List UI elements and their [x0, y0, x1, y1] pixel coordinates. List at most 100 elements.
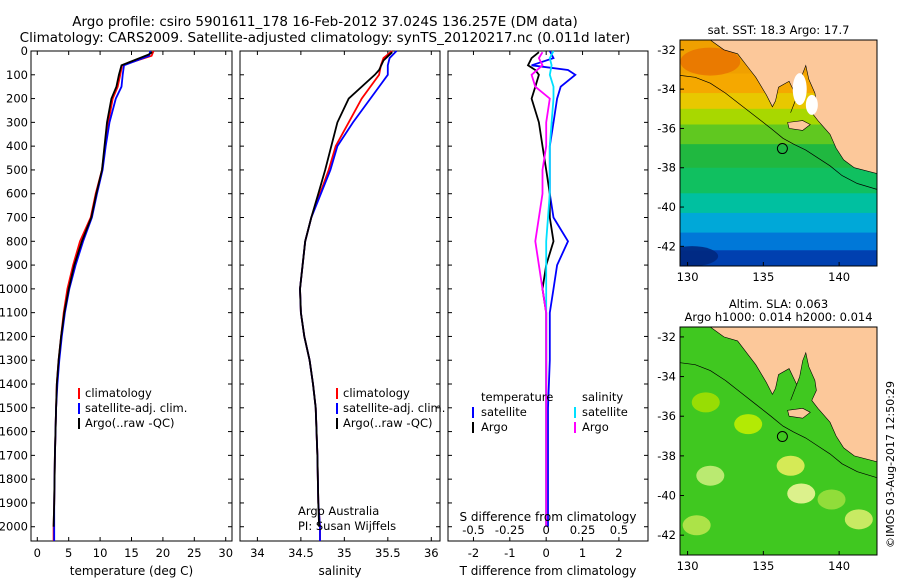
- salinity-xtick-label: 34: [250, 546, 265, 560]
- temperature-xtick-label: 15: [124, 546, 139, 560]
- sst_map-xtick-label: 130: [677, 270, 699, 284]
- sst_map-title: sat. SST: 18.3 Argo: 17.7: [708, 23, 850, 37]
- sst_map-xtick-label: 140: [828, 270, 850, 284]
- kangaroo-island: [787, 407, 811, 419]
- sla_map-frame: [679, 326, 878, 556]
- sla-blob: [787, 483, 816, 504]
- legend-label: climatology: [343, 386, 410, 400]
- sst_map-ytick-label: -32: [657, 43, 676, 57]
- bathymetry-contour: [680, 362, 877, 479]
- salinity-xtick-label: 34.5: [288, 546, 314, 560]
- sla_map-ytick-label: -40: [657, 489, 676, 503]
- depth-tick-label: 100: [6, 68, 28, 82]
- sst-warm-patch: [680, 47, 741, 76]
- sst-band: [680, 250, 877, 266]
- temperature-axes-box: [30, 50, 233, 542]
- sla-blob: [682, 515, 711, 536]
- sst-cold-patch: [680, 246, 719, 266]
- bathymetry-contour: [680, 75, 877, 190]
- sst_map-ytick-label: -36: [657, 121, 676, 135]
- depth-tick-label: 1300: [0, 353, 28, 367]
- sla_map-title: Argo h1000: 0.014 h2000: 0.014: [684, 310, 872, 324]
- sst_map-xtick-label: 135: [752, 270, 774, 284]
- sla_map-ytick-label: -36: [657, 409, 676, 423]
- series-argo-raw-qc-: [299, 51, 393, 527]
- depth-tick-label: 1600: [0, 425, 28, 439]
- legend-title-temperature: temperature: [481, 390, 553, 404]
- sla_map-field: [680, 327, 877, 555]
- temperature-xtick-label: 5: [65, 546, 72, 560]
- legend-label: satellite-adj. clim.: [85, 401, 187, 415]
- legend-title-salinity: salinity: [582, 390, 623, 404]
- sla_map-xtick-label: 135: [752, 559, 774, 573]
- depth-tick-label: 1800: [0, 472, 28, 486]
- panel-sst_map: 130 135 140 -32 -34 -36 -38 -40 -42 sat. SST: 18.…: [657, 23, 878, 284]
- depth-tick-label: 1900: [0, 496, 28, 510]
- sla_map-ytick-label: -42: [657, 528, 676, 542]
- figure-title-line2: Climatology: CARS2009. Satellite-adjuste…: [19, 30, 631, 46]
- depth-tick-label: 700: [6, 211, 28, 225]
- sla_map-ytick-label: -38: [657, 449, 676, 463]
- sst-band: [680, 193, 877, 214]
- s-diff-tick-label: -0.5: [462, 523, 484, 537]
- gulf-missing-data: [805, 94, 818, 115]
- panel-difference: -2 -1 0 1 2 T difference from climatology -0.5…: [447, 50, 649, 578]
- sst_map-ytick-label: -42: [657, 239, 676, 253]
- legend-label: satellite: [481, 405, 527, 419]
- panel-sla_map: 130 135 140 -32 -34 -36 -38 -40 -42 Altim. SLA: 0…: [657, 297, 878, 573]
- depth-tick-label: 1400: [0, 377, 28, 391]
- sla-blob: [844, 509, 873, 530]
- pi-annotation: PI: Susan Wijffels: [298, 519, 396, 533]
- sla_map-ytick-label: -32: [657, 330, 676, 344]
- sst-band: [680, 212, 877, 234]
- depth-tick-label: 800: [6, 234, 28, 248]
- figure-title-line1: Argo profile: csiro 5901611_178 16-Feb-2…: [72, 14, 578, 30]
- legend-label: satellite: [582, 405, 628, 419]
- sla_map-title: Altim. SLA: 0.063: [729, 297, 828, 311]
- legend-label: Argo: [481, 420, 508, 434]
- argo-float-marker: [776, 143, 788, 155]
- temperature-xtick-label: 0: [34, 546, 41, 560]
- series-salinity-argo: [530, 51, 551, 527]
- sla-blob: [691, 392, 720, 413]
- depth-tick-label: 1100: [0, 306, 28, 320]
- legend-label: climatology: [85, 386, 152, 400]
- s-diff-tick-label: 0: [543, 523, 550, 537]
- sst_map-frame: [679, 39, 878, 267]
- temperature-xtick-label: 30: [218, 546, 233, 560]
- argo-float-marker: [776, 431, 788, 443]
- depth-tick-label: 1700: [0, 448, 28, 462]
- sst-band: [680, 232, 877, 252]
- temperature-xtick-label: 10: [93, 546, 108, 560]
- temperature-xlabel: temperature (deg C): [70, 564, 193, 578]
- difference-xtick-label: 0: [543, 546, 550, 560]
- difference-xtick-label: -1: [504, 546, 515, 560]
- argo-australia-annotation: Argo Australia: [298, 504, 379, 518]
- s-diff-tick-label: -0.25: [495, 523, 525, 537]
- sla-blob: [817, 489, 846, 510]
- panel-temperature: 0 5 10 15 20 25 300100200300400500600700800900…: [0, 44, 233, 578]
- difference-xtick-label: -2: [468, 546, 479, 560]
- sla-blob: [696, 465, 725, 486]
- salinity-xlabel: salinity: [318, 564, 361, 578]
- depth-tick-label: 2000: [0, 520, 28, 534]
- temperature-xtick-label: 20: [156, 546, 171, 560]
- legend-label: satellite-adj. clim.: [343, 401, 445, 415]
- depth-tick-label: 0: [21, 44, 28, 58]
- sst_map-ytick-label: -34: [657, 82, 676, 96]
- difference-xlabel: T difference from climatology: [459, 564, 637, 578]
- depth-tick-label: 500: [6, 163, 28, 177]
- temperature-xtick-label: 25: [187, 546, 202, 560]
- depth-tick-label: 600: [6, 187, 28, 201]
- sla_map-xtick-label: 130: [677, 559, 699, 573]
- series-temperature-satellite: [531, 50, 577, 527]
- kangaroo-island: [787, 120, 811, 131]
- s-diff-tick-label: 0.5: [610, 523, 628, 537]
- sla_map-xtick-label: 140: [828, 559, 850, 573]
- sst_map-ytick-label: -40: [657, 200, 676, 214]
- legend-label: Argo: [582, 420, 609, 434]
- s-diff-tick-label: 0.25: [570, 523, 596, 537]
- legend-label: Argo(..raw -QC): [85, 416, 175, 430]
- gulf-missing-data: [792, 73, 807, 106]
